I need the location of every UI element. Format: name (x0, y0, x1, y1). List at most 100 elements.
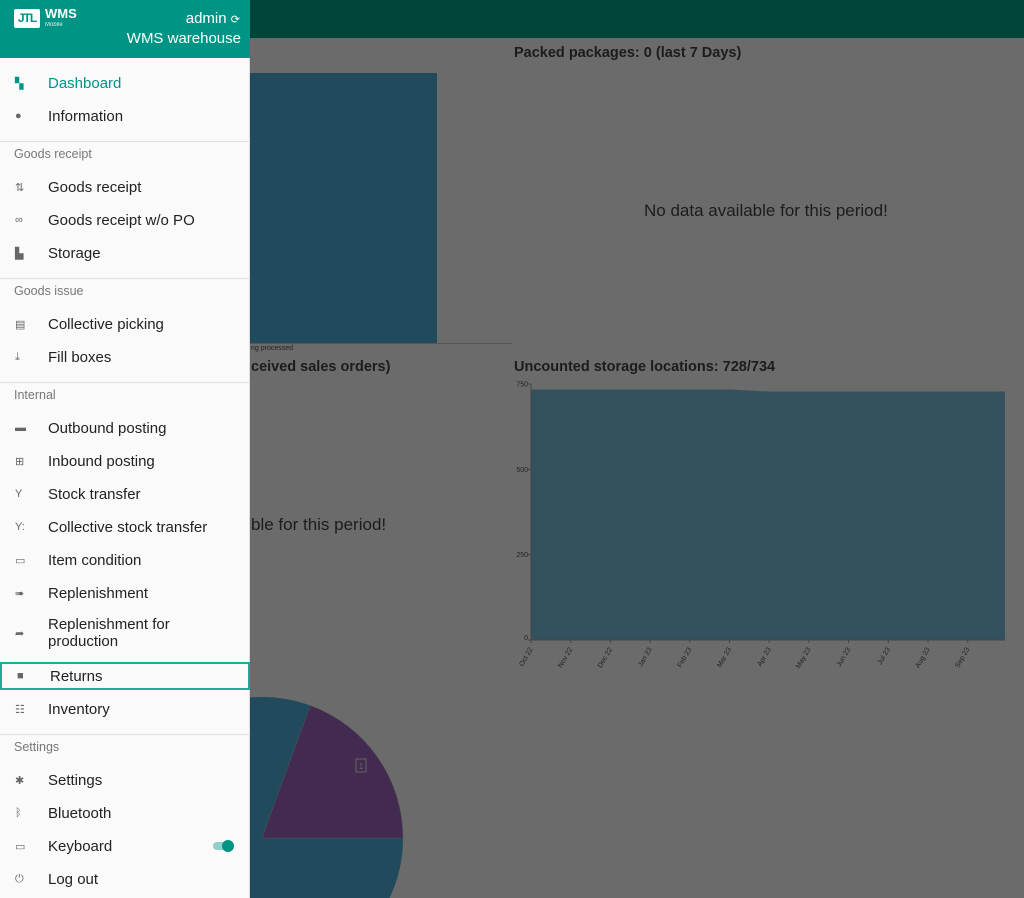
sidebar-item-label: Replenishment (48, 584, 149, 602)
sidebar-item-item-condition[interactable]: ▭ Item condition (0, 545, 250, 575)
sidebar-item-goods-receipt[interactable]: ⇅ Goods receipt (0, 172, 250, 202)
sidebar-item-label: Fill boxes (48, 348, 112, 366)
pie-slice-purple (261, 705, 404, 839)
section-title: Internal (14, 388, 56, 402)
navigation-drawer: JTL WMS Mobile admin ⟳ WMS warehouse ▚ Da… (0, 0, 250, 898)
y-tick-label: 0 (524, 635, 528, 642)
sidebar-item-outbound-posting[interactable]: ▬ Outbound posting (0, 413, 250, 443)
sidebar-item-label: Collective picking (48, 315, 164, 333)
section-title: Goods issue (14, 284, 84, 298)
x-tick-label: Feb 23 (677, 646, 694, 668)
clipboard-icon: ▤ (15, 318, 26, 331)
y-tick-label: 250 (516, 552, 528, 559)
monitor-icon: ▭ (15, 554, 26, 567)
sidebar-item-settings[interactable]: ✱ Settings (0, 765, 250, 795)
sidebar-item-information[interactable]: ● Information (0, 101, 250, 131)
divider (0, 278, 250, 279)
area-chart: 0 250 500 750 Oct 22 Nov 22 Dec 22 Jan 23 Feb 23… (516, 382, 1005, 670)
sidebar-item-keyboard[interactable]: ▭ Keyboard (0, 831, 250, 861)
fork-multi-icon: Y: (15, 521, 25, 533)
sidebar-item-label: Storage (48, 244, 101, 262)
sales-orders-no-data: ble for this period! (251, 515, 387, 534)
sidebar-item-collective-picking[interactable]: ▤ Collective picking (0, 309, 250, 339)
logo-sub: Mobile (45, 22, 63, 28)
pie-slice-teal (250, 697, 403, 898)
divider (0, 734, 250, 735)
sidebar-item-label: Dashboard (48, 74, 122, 92)
warehouse-name: WMS warehouse (126, 30, 241, 47)
briefcase-icon: ■ (17, 670, 24, 682)
sidebar-item-label: Settings (48, 771, 103, 789)
x-tick-label: Dec 22 (597, 646, 614, 669)
left-axis-line (250, 343, 512, 344)
x-tick-label: Apr 23 (757, 646, 773, 667)
left-bar (250, 73, 437, 343)
divider (0, 141, 250, 142)
sidebar-item-log-out[interactable]: ⏻ Log out (0, 864, 250, 894)
sidebar-item-label: Inbound posting (48, 452, 155, 470)
y-tick-label: 500 (516, 467, 528, 474)
sidebar-item-replenishment-for-production[interactable]: ➦ Replenishment for production (0, 613, 250, 653)
list-box-icon: ☷ (15, 703, 25, 716)
keyboard-toggle[interactable] (213, 839, 235, 853)
x-tick-label: Jan 23 (637, 646, 654, 668)
sales-orders-title: ceived sales orders) (251, 359, 391, 375)
sidebar-item-label: Log out (48, 870, 99, 888)
sidebar-item-label: Bluetooth (48, 804, 112, 822)
user-label: admin (185, 10, 227, 27)
bluetooth-icon: ᛒ (15, 807, 22, 819)
x-tick-label: Sep 23 (954, 646, 971, 669)
x-tick-label: Jun 23 (836, 646, 853, 668)
jtl-logo: JTL (14, 9, 40, 28)
sidebar-item-label: Replenishment for production (48, 616, 170, 650)
sidebar-item-collective-stock-transfer[interactable]: Y: Collective stock transfer (0, 512, 250, 542)
infinity-icon: ∞ (15, 214, 23, 226)
sidebar-item-label: Inventory (48, 700, 110, 718)
sidebar-item-returns[interactable]: ■ Returns (0, 662, 250, 690)
drawer-header: JTL WMS Mobile admin ⟳ WMS warehouse (0, 0, 250, 58)
sidebar-item-replenishment[interactable]: ➠ Replenishment (0, 578, 250, 608)
sidebar-item-label: Returns (50, 667, 103, 685)
sync-icon[interactable]: ⟳ (230, 14, 240, 26)
sidebar-item-storage[interactable]: ▙ Storage (0, 238, 250, 268)
share-arrow-icon: ➦ (15, 627, 25, 640)
plus-box-icon: ⊞ (15, 455, 25, 468)
section-title: Goods receipt (14, 147, 92, 161)
download-icon: ⤓ (15, 350, 20, 363)
section-title: Settings (14, 740, 60, 754)
arrows-updown-icon: ⇅ (15, 181, 25, 194)
dashboard-icon: ▚ (15, 77, 24, 90)
x-tick-label: Mar 23 (716, 646, 733, 668)
x-tick-label: Nov 22 (557, 646, 574, 669)
sidebar-item-inventory[interactable]: ☷ Inventory (0, 694, 250, 724)
sidebar-item-label: Goods receipt w/o PO (48, 211, 195, 229)
sidebar-item-label: Goods receipt (48, 178, 142, 196)
power-icon: ⏻ (15, 872, 24, 885)
divider (0, 382, 250, 383)
fork-icon: Y (15, 488, 23, 500)
sidebar-item-dashboard[interactable]: ▚ Dashboard (0, 68, 250, 98)
sidebar-item-inbound-posting[interactable]: ⊞ Inbound posting (0, 446, 250, 476)
x-tick-label: Oct 22 (518, 646, 534, 667)
sidebar-item-label: Keyboard (48, 837, 113, 855)
shelf-icon: ▙ (15, 247, 24, 260)
sidebar-item-fill-boxes[interactable]: ⤓ Fill boxes (0, 342, 250, 372)
area-series (531, 389, 1005, 640)
user-name[interactable]: admin ⟳ (186, 10, 240, 29)
double-arrow-icon: ➠ (15, 587, 25, 600)
logo-brand: WMS (45, 6, 77, 21)
packed-no-data: No data available for this period! (644, 201, 888, 220)
sidebar-item-label: Item condition (48, 551, 142, 569)
keyboard-icon: ▭ (15, 840, 26, 853)
sidebar-item-stock-transfer[interactable]: Y Stock transfer (0, 479, 250, 509)
sidebar-item-goods-receipt-w-o-po[interactable]: ∞ Goods receipt w/o PO (0, 205, 250, 235)
minus-box-icon: ▬ (15, 422, 26, 434)
pie-chart: 1 (250, 697, 404, 898)
x-tick-label: May 23 (795, 646, 813, 669)
pie-label: 1 (359, 762, 364, 771)
sidebar-item-label: Stock transfer (48, 485, 141, 503)
sidebar-item-bluetooth[interactable]: ᛒ Bluetooth (0, 798, 250, 828)
y-tick-label: 750 (516, 382, 528, 389)
packed-packages-title: Packed packages: 0 (last 7 Days) (514, 45, 742, 61)
